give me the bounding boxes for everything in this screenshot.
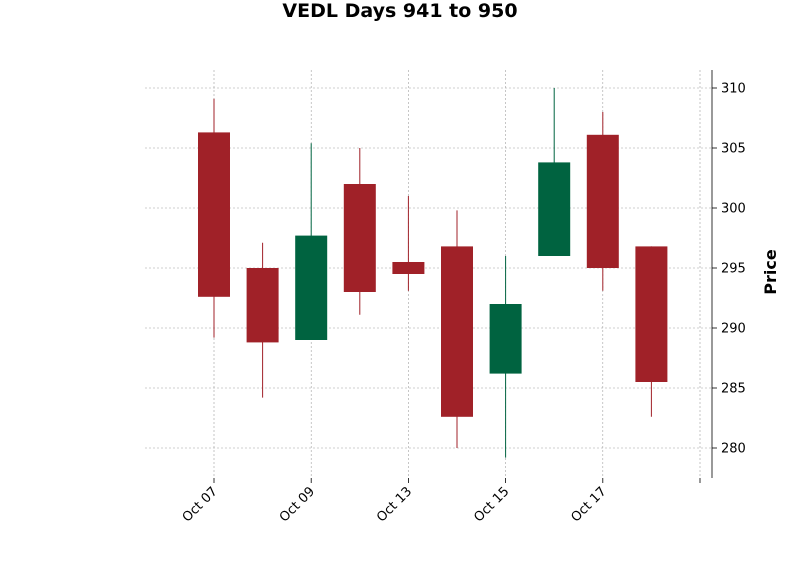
candle [392, 196, 425, 291]
candle [246, 242, 279, 398]
candle [198, 98, 230, 338]
candle [635, 246, 668, 417]
x-axis: Oct 07 Oct 09 Oct 13 Oct 15 Oct 17 [180, 478, 701, 525]
candle [586, 112, 619, 291]
grid [145, 70, 712, 478]
candle [441, 210, 473, 448]
x-tick-label: Oct 07 [180, 484, 221, 525]
y-axis: 280 285 290 295 300 305 310 [711, 70, 746, 478]
y-tick-label: 305 [721, 142, 746, 157]
y-tick-label: 300 [721, 202, 746, 217]
y-tick-label: 295 [721, 262, 746, 277]
y-tick-label: 310 [721, 82, 746, 97]
candle-body [343, 184, 376, 292]
candle [295, 143, 328, 340]
candle-body [635, 246, 668, 382]
candle [343, 148, 376, 315]
x-tick-label: Oct 13 [374, 484, 415, 525]
candle-body [489, 304, 522, 374]
y-tick-label: 290 [721, 322, 746, 337]
x-tick-label: Oct 15 [471, 484, 512, 525]
candle-body [295, 235, 328, 340]
candle-body [392, 262, 425, 274]
x-tick-label: Oct 17 [569, 484, 610, 525]
candle-body [586, 134, 619, 268]
candle [489, 256, 522, 458]
y-axis-label: Price [761, 249, 780, 295]
candle-body [538, 162, 571, 256]
y-tick-label: 285 [721, 382, 746, 397]
chart-title: VEDL Days 941 to 950 [282, 0, 518, 22]
candle-body [246, 268, 279, 343]
x-tick-label: Oct 09 [277, 484, 318, 525]
candle-body [198, 132, 230, 297]
candle [538, 88, 571, 256]
candles [198, 88, 668, 458]
candle-body [441, 246, 473, 417]
y-tick-label: 280 [721, 442, 746, 457]
